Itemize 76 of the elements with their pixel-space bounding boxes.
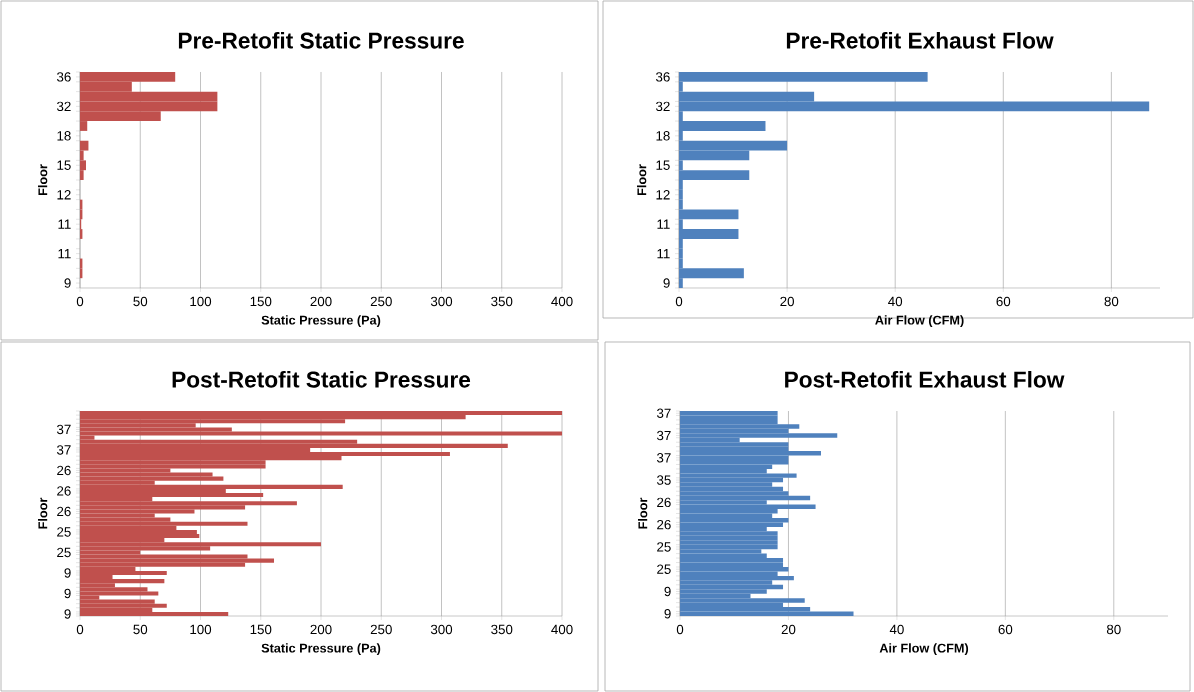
x-tick-label: 80 <box>1106 624 1121 635</box>
y-axis-title: Floor <box>38 497 48 529</box>
x-tick-label: 50 <box>133 624 148 635</box>
chart-title: Post-Retofit Static Pressure <box>172 370 471 388</box>
x-tick-label: 400 <box>551 296 573 307</box>
x-tick-label: 20 <box>780 296 794 307</box>
x-tick-label: 200 <box>310 296 332 307</box>
x-tick-label: 350 <box>491 296 513 307</box>
y-tick-label: 9 <box>64 568 71 578</box>
y-tick-label: 9 <box>663 278 670 288</box>
y-tick-label: 26 <box>57 486 71 496</box>
y-tick-label: 37 <box>656 453 671 463</box>
y-tick-label: 37 <box>656 408 671 418</box>
y-tick-label: 26 <box>57 506 71 517</box>
y-tick-label: 9 <box>664 586 671 597</box>
y-tick-label: 15 <box>57 160 71 170</box>
y-tick-label: 12 <box>656 190 670 200</box>
y-tick-label: 25 <box>57 547 71 558</box>
y-tick-label: 36 <box>655 72 670 82</box>
y-tick-label: 11 <box>657 219 670 229</box>
y-tick-label: 35 <box>656 475 671 485</box>
y-tick-label: 36 <box>56 72 71 82</box>
y-tick-label: 26 <box>657 519 671 530</box>
x-tick-label: 0 <box>76 296 84 307</box>
x-tick-label: 0 <box>76 624 84 635</box>
x-tick-label: 60 <box>998 624 1013 635</box>
x-axis-title: Air Flow (CFM) <box>875 315 964 328</box>
chart-title: Pre-Retofit Static Pressure <box>178 31 464 49</box>
y-tick-label: 11 <box>657 249 670 259</box>
x-tick-label: 100 <box>190 296 212 307</box>
x-tick-label: 400 <box>551 624 573 635</box>
chart-title: Post-Retofit Exhaust Flow <box>785 370 1065 388</box>
x-tick-label: 150 <box>250 624 272 635</box>
y-tick-label: 37 <box>56 445 71 455</box>
x-tick-label: 250 <box>370 296 392 307</box>
y-tick-label: 11 <box>58 219 71 229</box>
x-tick-label: 50 <box>133 296 148 307</box>
x-tick-label: 80 <box>1104 296 1119 307</box>
y-tick-label: 9 <box>64 278 71 288</box>
y-tick-label: 11 <box>58 249 71 259</box>
y-tick-label: 9 <box>664 609 671 619</box>
x-tick-label: 200 <box>310 624 332 635</box>
y-tick-label: 18 <box>656 131 670 141</box>
y-tick-label: 37 <box>56 424 71 435</box>
y-tick-label: 26 <box>657 497 671 508</box>
x-tick-label: 100 <box>190 624 212 635</box>
x-axis-title: Air Flow (CFM) <box>879 643 969 656</box>
y-tick-label: 18 <box>57 131 71 141</box>
y-tick-label: 32 <box>56 101 71 112</box>
x-tick-label: 60 <box>996 296 1011 307</box>
x-axis-title: Static Pressure (Pa) <box>261 315 381 328</box>
y-tick-label: 25 <box>57 527 71 537</box>
x-tick-label: 0 <box>676 624 684 635</box>
x-tick-label: 300 <box>430 624 453 635</box>
y-tick-label: 9 <box>64 609 71 619</box>
x-tick-label: 40 <box>888 296 903 307</box>
x-tick-label: 40 <box>889 624 904 635</box>
x-tick-label: 250 <box>370 624 392 635</box>
x-tick-label: 20 <box>781 624 796 635</box>
x-axis-title: Static Pressure (Pa) <box>261 643 381 656</box>
x-tick-label: 150 <box>250 296 272 307</box>
chart-title: Pre-Retofit Exhaust Flow <box>786 31 1054 49</box>
y-tick-label: 25 <box>657 564 671 574</box>
x-tick-label: 0 <box>675 296 683 307</box>
y-tick-label: 32 <box>655 101 670 112</box>
y-tick-label: 37 <box>656 430 671 441</box>
y-tick-label: 26 <box>57 465 71 476</box>
x-tick-label: 350 <box>491 624 513 635</box>
y-tick-label: 12 <box>57 190 71 200</box>
y-axis-title: Floor <box>638 497 648 529</box>
y-tick-label: 15 <box>656 160 670 170</box>
y-tick-label: 25 <box>657 542 671 552</box>
y-axis-title: Floor <box>38 164 48 195</box>
y-axis-title: Floor <box>637 164 647 195</box>
y-tick-label: 9 <box>64 588 71 599</box>
x-tick-label: 300 <box>430 296 453 307</box>
